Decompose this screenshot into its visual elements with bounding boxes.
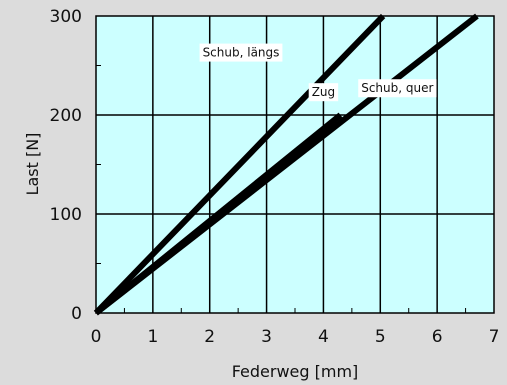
annotation-background (308, 83, 339, 102)
y-tick-label: 0 (71, 304, 82, 324)
x-axis-title: Federweg [mm] (232, 362, 359, 381)
axis-ticks: 0 1 2 3 4 5 6 7 0 100 200 300 (50, 7, 500, 347)
x-tick-label: 4 (318, 327, 329, 347)
annotation-label: Zug (312, 85, 335, 99)
y-tick-label: 300 (50, 7, 82, 27)
y-tick-label: 100 (50, 205, 82, 225)
y-tick-label: 200 (50, 106, 82, 126)
x-tick-label: 7 (489, 327, 500, 347)
series-annotation: Zug (308, 83, 339, 102)
x-tick-label: 1 (147, 327, 158, 347)
annotation-background (199, 43, 283, 62)
series-line-2 (94, 13, 479, 316)
data-series (93, 13, 479, 316)
annotation-background (358, 79, 437, 98)
series-annotation: Schub, quer (358, 79, 437, 98)
annotation-label: Schub, längs (203, 46, 280, 60)
y-axis-title: Last [N] (23, 133, 42, 196)
series-line-0 (93, 13, 386, 316)
x-tick-label: 0 (91, 327, 102, 347)
series-annotation: Schub, längs (199, 43, 283, 62)
grid-lines (96, 16, 494, 313)
annotation-label: Schub, quer (361, 81, 433, 95)
x-tick-label: 2 (204, 327, 215, 347)
x-tick-label: 5 (375, 327, 386, 347)
series-annotations: Schub, längs Zug Schub, quer (199, 43, 437, 102)
x-tick-label: 6 (432, 327, 443, 347)
x-tick-label: 3 (261, 327, 272, 347)
